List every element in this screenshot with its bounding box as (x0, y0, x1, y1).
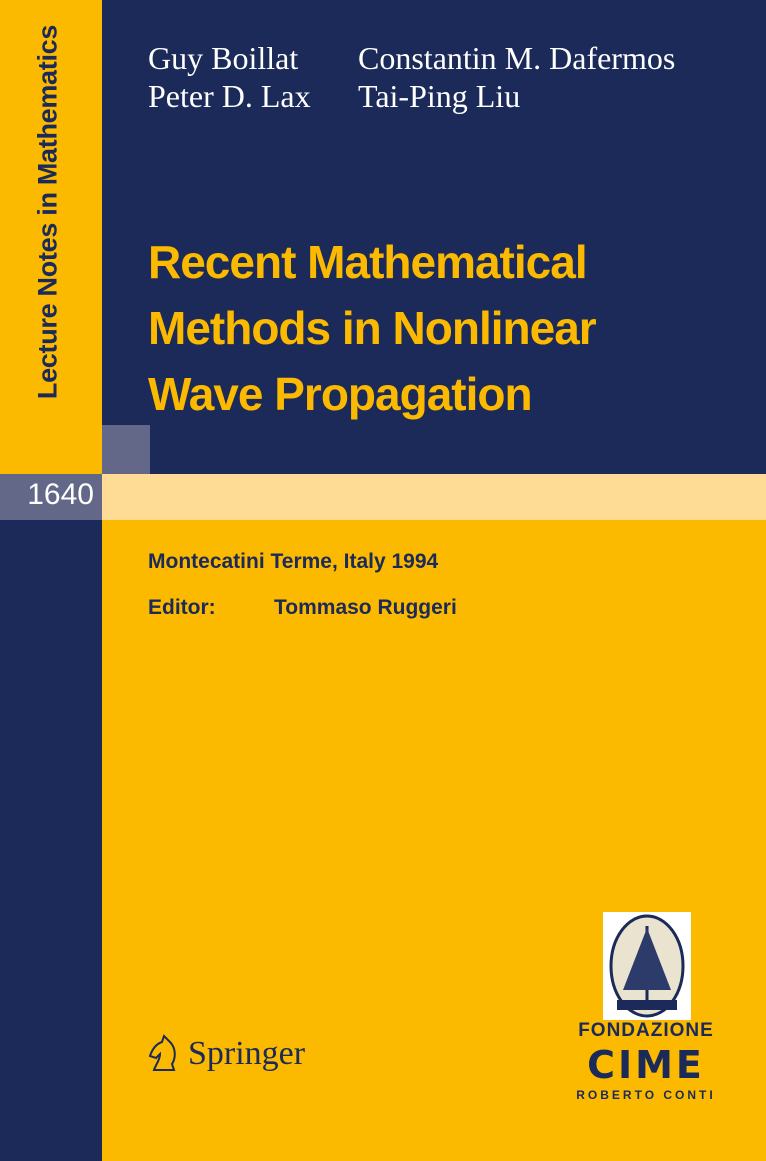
author: Guy Boillat (148, 40, 299, 76)
knight-horse-icon (148, 1034, 176, 1071)
cime-wordmark: FONDAZIONE CIME ROBERTO CONTI (570, 1020, 722, 1103)
author: Tai-Ping Liu (358, 78, 521, 114)
book-title-line: Wave Propagation (148, 368, 533, 420)
editor-label: Editor: (148, 596, 216, 619)
volume-band (0, 474, 102, 520)
publisher-name: Springer (188, 1035, 306, 1072)
tree-emblem-icon (609, 914, 685, 1018)
book-title-line: Methods in Nonlinear (148, 302, 597, 354)
band-stripe (102, 474, 766, 520)
editor-name: Tommaso Ruggeri (274, 596, 457, 619)
series-title: Lecture Notes in Mathematics (0, 0, 102, 425)
springer-logo: Springer (146, 1034, 305, 1074)
venue: Montecatini Terme, Italy 1994 (148, 550, 439, 573)
author: Peter D. Lax (148, 78, 311, 114)
logo-line: ROBERTO CONTI (576, 1088, 716, 1102)
book-title-line: Recent Mathematical (148, 236, 588, 288)
author: Constantin M. Dafermos (358, 40, 676, 76)
cime-logo (603, 912, 691, 1020)
logo-line: CIME (587, 1043, 705, 1087)
decorative-square (102, 425, 150, 474)
logo-line: FONDAZIONE (578, 1020, 714, 1041)
series-label: Lecture Notes in Mathematics (32, 24, 63, 400)
title-panel (102, 0, 766, 474)
spine-top (0, 0, 102, 474)
volume-number: 1640 (27, 478, 94, 511)
spine-bottom (0, 520, 102, 1161)
